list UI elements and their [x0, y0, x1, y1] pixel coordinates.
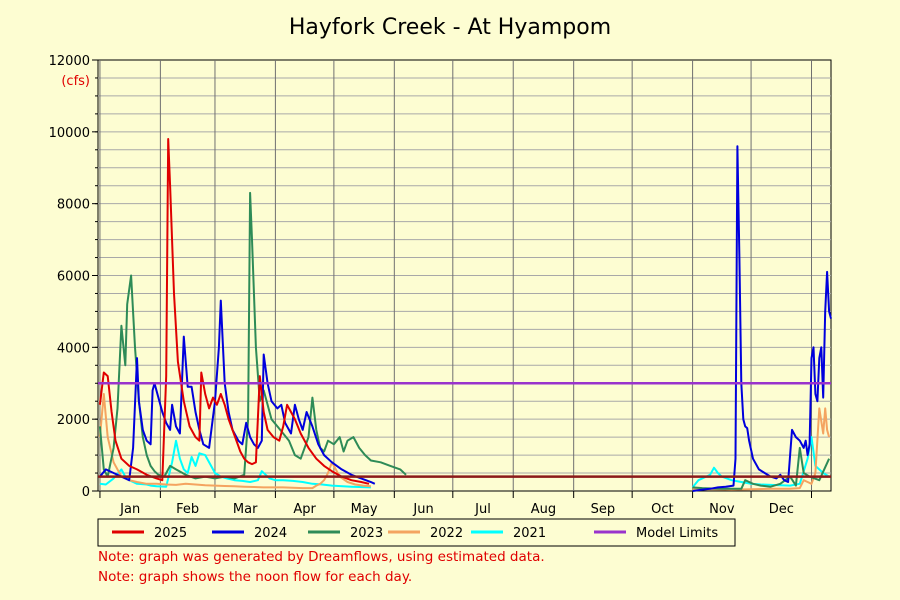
model-limit-lines — [98, 382, 831, 478]
x-tick-label: Jul — [474, 502, 491, 517]
note-noon-flow: Note: graph shows the noon flow for each… — [98, 569, 413, 585]
x-tick-label: Mar — [233, 502, 258, 517]
y-tick-label: 6000 — [57, 270, 90, 285]
legend: 2025 2024 2023 2022 2021 Model Limits — [97, 518, 736, 547]
x-tick-label: May — [351, 502, 378, 517]
x-tick-label: Dec — [769, 502, 794, 517]
legend-label: Model Limits — [636, 526, 718, 541]
legend-label: 2021 — [513, 526, 546, 541]
y-tick-label: 8000 — [57, 198, 90, 213]
x-tick-label: Sep — [591, 502, 616, 517]
series-line-2021 — [99, 439, 371, 489]
x-tick-label: Apr — [293, 502, 316, 517]
x-tick-label: Feb — [176, 502, 199, 517]
note-estimated-data: Note: graph was generated by Dreamflows,… — [98, 549, 545, 565]
y-axis: 0 2000 4000 6000 8000 10000 12000 — [49, 54, 98, 500]
y-tick-label: 0 — [82, 485, 90, 500]
x-tick-label: Jan — [119, 502, 140, 517]
x-axis: Jan Feb Mar Apr May Jun Jul Aug Sep Oct Nov Dec — [99, 491, 813, 517]
chart-title: Hayfork Creek - At Hyampom — [289, 15, 611, 40]
x-tick-label: Aug — [531, 502, 556, 517]
x-tick-label: Jun — [412, 502, 433, 517]
x-tick-label: Nov — [709, 502, 735, 517]
x-tick-label: Oct — [651, 502, 673, 517]
y-tick-label: 4000 — [57, 341, 90, 356]
series-line-2024 — [99, 299, 376, 485]
y-tick-label: 12000 — [49, 54, 90, 69]
y-tick-label: 10000 — [49, 126, 90, 141]
legend-label: 2025 — [154, 526, 187, 541]
y-tick-label: 2000 — [57, 413, 90, 428]
y-unit-label: (cfs) — [61, 74, 90, 89]
legend-label: 2024 — [254, 526, 287, 541]
series-line-2023-fall- — [692, 446, 831, 490]
legend-label: 2022 — [430, 526, 463, 541]
legend-label: 2023 — [350, 526, 383, 541]
